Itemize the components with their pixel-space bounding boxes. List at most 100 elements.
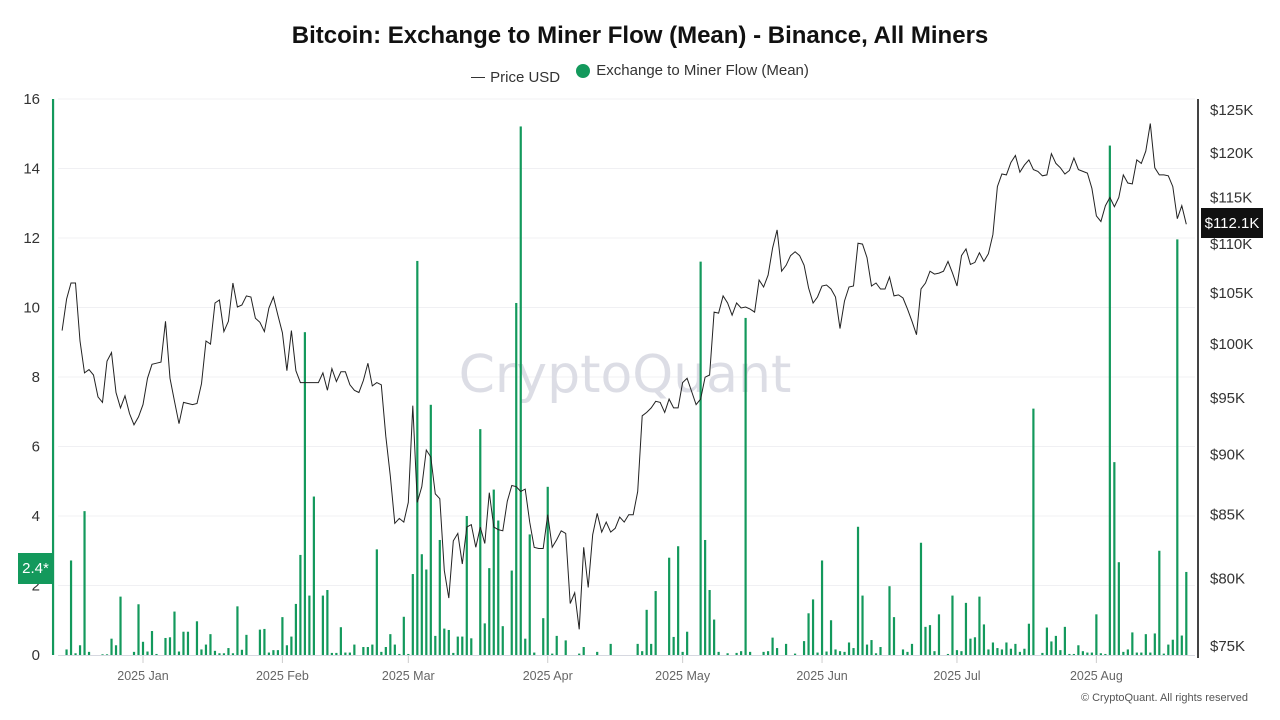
flow-bar (281, 617, 284, 655)
flow-bar (384, 647, 387, 655)
flow-bar (492, 489, 495, 655)
flow-bar (650, 643, 653, 655)
flow-bar (704, 539, 707, 655)
flow-bar (146, 651, 149, 655)
right-tick-label: $90K (1210, 447, 1245, 464)
flow-bar (555, 635, 558, 655)
flow-bar (78, 645, 82, 655)
flow-bar (326, 590, 329, 655)
flow-bars (51, 99, 1188, 655)
flow-bar (371, 644, 374, 655)
flow-bar (1153, 633, 1156, 655)
flow-bar (955, 650, 959, 655)
flow-bar (222, 653, 226, 655)
price-line (61, 123, 1187, 630)
right-axis: $75K $80K $85K $90K $95K $100K $105K $110K $115K… (1210, 102, 1253, 655)
flow-bar (1005, 642, 1008, 655)
flow-bar (1162, 653, 1165, 655)
x-tick-label: 2025 Mar (382, 669, 435, 683)
flow-bar (1032, 408, 1035, 655)
flow-bar (407, 653, 410, 655)
flow-bar (443, 628, 446, 655)
flow-bar (1045, 627, 1048, 655)
flow-bar (978, 596, 981, 655)
flow-bar (793, 653, 797, 655)
flow-bar (870, 640, 873, 655)
flow-bar (762, 651, 765, 655)
flow-bar (114, 645, 118, 655)
flow-bar (164, 637, 167, 655)
flow-bar (1185, 571, 1188, 655)
flow-bar (771, 637, 774, 655)
legend-item-price[interactable]: Price USD (471, 69, 560, 86)
flow-bar (294, 603, 297, 655)
flow-bar (231, 653, 235, 655)
x-tick-label: 2025 Feb (256, 669, 309, 683)
flow-bar (807, 613, 810, 655)
flow-bar (744, 317, 747, 655)
flow-bar (825, 651, 828, 655)
flow-bar (946, 653, 950, 655)
flow-bar (996, 648, 999, 655)
flow-bar (132, 651, 136, 655)
flow-bar (195, 621, 199, 655)
flow-bar (672, 636, 675, 655)
flow-bar (299, 554, 302, 655)
flow-bar (213, 650, 217, 655)
flow-bar (168, 637, 172, 655)
flow-bar (303, 332, 306, 655)
flow-bar (1108, 145, 1111, 655)
flow-bar (330, 652, 333, 655)
flow-bar (290, 636, 293, 655)
flow-bar (218, 653, 221, 655)
flow-bar (987, 649, 990, 655)
flow-bar (258, 629, 262, 655)
flow-bar (240, 649, 244, 655)
flow-bar (1090, 652, 1093, 655)
flow-bar (339, 627, 342, 655)
legend-item-flow[interactable]: Exchange to Miner Flow (Mean) (576, 62, 809, 79)
flow-bar (150, 631, 154, 655)
flow-bar (101, 654, 104, 655)
flow-bar (429, 404, 432, 655)
flow-bar (348, 652, 351, 655)
flow-bar (425, 569, 428, 655)
left-tick-label: 16 (23, 91, 40, 108)
flow-bar (933, 651, 936, 655)
flow-bar (1014, 643, 1017, 655)
flow-bar (766, 651, 770, 655)
flow-bar (402, 616, 405, 655)
flow-bar (456, 636, 459, 655)
flow-bar (1068, 653, 1071, 655)
flow-bar (353, 644, 356, 655)
flow-bar (1086, 652, 1089, 655)
flow-bar (1095, 614, 1098, 655)
flow-bar (1104, 653, 1107, 655)
flow-bar (380, 651, 383, 655)
flow-bar (1041, 652, 1044, 655)
flow-bar (879, 647, 882, 655)
flow-bar (1059, 650, 1062, 655)
flow-bar (411, 574, 414, 655)
flow-bar (1135, 652, 1138, 655)
flow-bar (533, 652, 536, 655)
flow-bar (726, 653, 729, 655)
left-axis: 0 2 4 6 8 10 12 14 16 (23, 91, 40, 664)
flow-bar (483, 623, 486, 655)
flow-bar (775, 648, 779, 655)
flow-bar (479, 429, 482, 655)
flow-bar (906, 651, 909, 655)
flow-bar (137, 604, 140, 655)
flow-bar (740, 651, 743, 655)
flow-bar (497, 520, 500, 655)
flow-bar (312, 496, 315, 655)
flow-bar (204, 644, 208, 655)
right-tick-label: $105K (1210, 285, 1253, 302)
right-tick-label: $120K (1210, 145, 1253, 162)
flow-bar (677, 546, 680, 655)
flow-bar (1050, 641, 1053, 655)
right-tick-label: $100K (1210, 336, 1253, 353)
x-tick-label: 2025 Jan (117, 669, 168, 683)
flow-bar (982, 624, 986, 655)
flow-bar (434, 635, 437, 655)
